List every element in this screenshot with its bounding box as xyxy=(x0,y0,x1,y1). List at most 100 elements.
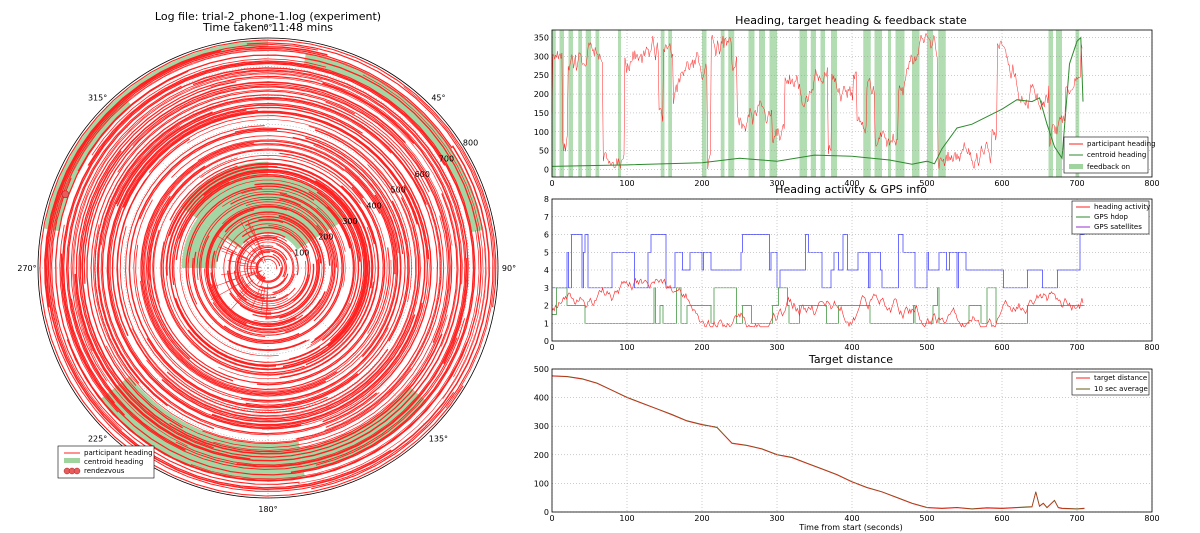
centroid-heading-area xyxy=(268,176,347,250)
participant-heading-trace xyxy=(73,73,463,352)
participant-heading-trace xyxy=(211,284,304,327)
feedback-on-band xyxy=(552,30,556,177)
participant-heading-trace xyxy=(200,155,361,204)
polar-plot: 0° 45° 90° 135° 180° 225° 270° 315° 100 200 300 400… xyxy=(17,23,516,514)
participant-heading-jump xyxy=(261,288,266,311)
legend-participant: participant heading xyxy=(84,449,153,457)
participant-heading-trace xyxy=(47,47,453,489)
participant-heading-trace xyxy=(367,164,412,303)
rendezvous-marker xyxy=(61,190,70,199)
feedback-on-band xyxy=(895,30,905,177)
feedback-on-band xyxy=(1075,30,1080,177)
participant-heading-trace xyxy=(222,191,288,207)
feedback-on-band xyxy=(728,30,735,177)
participant-heading-trace xyxy=(308,191,355,344)
participant-heading-trace xyxy=(140,139,397,397)
x-tick-label: 200 xyxy=(694,343,709,352)
participant-heading-trace xyxy=(241,188,346,252)
participant-heading-jump xyxy=(240,279,254,290)
participant-heading-trace xyxy=(97,97,439,430)
y-tick-label: 300 xyxy=(534,52,549,61)
participant-heading-trace xyxy=(74,82,462,462)
y-tick-label: 8 xyxy=(544,195,549,204)
participant-heading-trace xyxy=(211,211,325,325)
participant-heading-trace xyxy=(237,237,299,299)
y-tick-label: 0 xyxy=(544,337,549,346)
participant-heading-trace xyxy=(200,233,336,336)
polar-angle-label: 225° xyxy=(88,434,107,443)
participant-heading-trace xyxy=(72,72,323,447)
participant-heading-trace xyxy=(196,196,301,281)
participant-heading-trace xyxy=(86,86,450,429)
participant-heading-jump xyxy=(228,250,257,264)
participant-heading-jump xyxy=(230,290,248,311)
polar-grid-circle xyxy=(124,124,412,412)
feedback-on-band xyxy=(618,30,621,177)
x-tick-label: 100 xyxy=(619,179,634,188)
participant-heading-trace xyxy=(63,63,446,404)
panel2-plot: 0 100 200 300 400 500 600 700 800 0 1 2 3 4 5 6 7 8 xyxy=(544,195,1160,352)
participant-heading-jump xyxy=(256,272,265,285)
participant-heading-trace xyxy=(168,163,373,366)
feedback-on-band xyxy=(660,30,665,177)
centroid-heading-line xyxy=(551,36,1084,167)
participant-heading-trace xyxy=(361,194,399,358)
participant-heading-trace xyxy=(388,200,410,342)
y-tick-label: 7 xyxy=(544,213,549,222)
panel1-legend: participant heading centroid heading fee… xyxy=(1063,136,1156,174)
heading-activity-line xyxy=(551,278,1084,328)
participant-heading-jump xyxy=(247,219,257,241)
participant-heading-trace xyxy=(272,244,294,293)
x-tick-label: 100 xyxy=(619,514,634,523)
polar-radial-tick: 200 xyxy=(318,233,333,242)
polar-radial-tick: 100 xyxy=(294,248,309,257)
participant-heading-trace xyxy=(148,148,388,334)
y-tick-label: 0 xyxy=(544,165,549,174)
participant-heading-trace xyxy=(135,135,401,401)
polar-title: Log file: trial-2_phone-1.log (experimen… xyxy=(155,10,381,23)
participant-heading-trace xyxy=(256,186,386,386)
x-tick-label: 600 xyxy=(994,514,1009,523)
feedback-on-band xyxy=(938,30,946,177)
p2-legend-hdop: GPS hdop xyxy=(1094,213,1128,221)
participant-heading-trace xyxy=(246,246,289,290)
participant-heading-trace xyxy=(169,158,375,245)
participant-heading-trace xyxy=(79,150,214,449)
participant-heading-trace xyxy=(119,125,417,417)
x-tick-label: 0 xyxy=(549,514,554,523)
participant-heading-trace xyxy=(252,251,271,263)
feedback-on-band xyxy=(927,30,933,177)
panel2-title: Heading activity & GPS info xyxy=(775,183,927,196)
participant-heading-trace xyxy=(141,142,395,395)
participant-heading-trace xyxy=(324,176,441,431)
participant-heading-trace xyxy=(111,111,418,337)
participant-heading-trace xyxy=(93,224,412,443)
y-tick-label: 6 xyxy=(544,231,549,240)
participant-heading-trace xyxy=(160,226,376,376)
participant-heading-jump xyxy=(249,235,256,247)
y-tick-label: 50 xyxy=(539,147,549,156)
participant-heading-trace xyxy=(198,198,338,338)
participant-heading-trace xyxy=(61,61,475,474)
participant-heading-trace xyxy=(179,179,357,357)
feedback-on-band xyxy=(831,30,837,177)
participant-heading-trace xyxy=(166,348,389,414)
participant-heading-jump xyxy=(247,270,262,277)
participant-heading-jump xyxy=(259,287,264,298)
participant-heading-trace xyxy=(91,58,327,156)
y-tick-label: 150 xyxy=(534,109,549,118)
participant-heading-jump xyxy=(261,276,266,286)
participant-heading-trace xyxy=(109,109,423,427)
participant-heading-trace xyxy=(146,115,421,421)
feedback-on-band xyxy=(748,30,755,177)
feedback-on-band xyxy=(668,30,672,177)
plot-area xyxy=(552,369,1152,512)
participant-heading-trace xyxy=(293,274,310,302)
polar-grid-circle xyxy=(239,239,297,297)
participant-heading-trace xyxy=(116,104,432,423)
participant-heading-jump xyxy=(230,281,244,289)
participant-heading-jump xyxy=(221,270,248,276)
participant-heading-trace xyxy=(228,339,310,352)
participant-heading-trace xyxy=(44,49,222,308)
participant-heading-jump xyxy=(240,222,251,238)
